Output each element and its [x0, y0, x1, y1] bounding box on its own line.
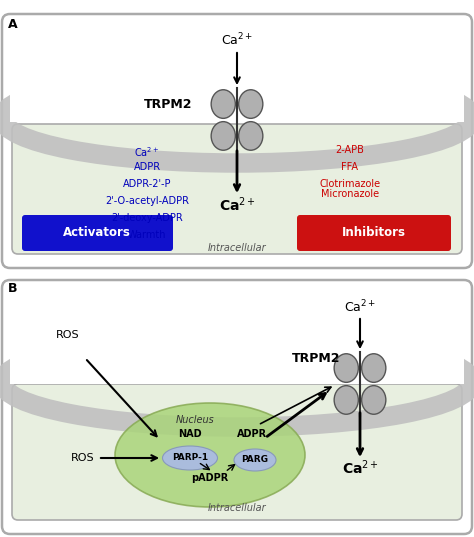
FancyBboxPatch shape [12, 384, 462, 520]
FancyBboxPatch shape [12, 124, 462, 254]
Ellipse shape [211, 90, 236, 118]
Text: ROS: ROS [72, 453, 95, 463]
Text: Ca$^{2+}$: Ca$^{2+}$ [221, 32, 253, 49]
Text: TRPM2: TRPM2 [292, 352, 340, 365]
Text: Activators: Activators [63, 227, 131, 240]
Ellipse shape [211, 122, 236, 150]
Text: Intracellular: Intracellular [208, 503, 266, 513]
Text: Ca$^{2+}$: Ca$^{2+}$ [342, 459, 378, 477]
FancyBboxPatch shape [10, 288, 464, 384]
Text: NAD: NAD [178, 429, 202, 439]
Ellipse shape [334, 354, 358, 382]
Text: ADPR-2'-P: ADPR-2'-P [123, 179, 171, 189]
Text: ADPR: ADPR [237, 429, 267, 439]
Ellipse shape [238, 90, 263, 118]
FancyBboxPatch shape [297, 215, 451, 251]
Text: Intracellular: Intracellular [208, 243, 266, 253]
Text: 2-APB: 2-APB [336, 145, 365, 155]
Text: Inhibitors: Inhibitors [342, 227, 406, 240]
FancyBboxPatch shape [2, 280, 472, 534]
Text: FFA: FFA [341, 162, 358, 172]
Ellipse shape [234, 449, 276, 471]
FancyBboxPatch shape [10, 22, 464, 122]
Text: Nucleus: Nucleus [176, 415, 214, 425]
FancyBboxPatch shape [22, 215, 173, 251]
Ellipse shape [238, 122, 263, 150]
Text: TRPM2: TRPM2 [144, 98, 192, 112]
Text: Clotrimazole: Clotrimazole [319, 179, 381, 189]
Text: ADPR: ADPR [134, 162, 161, 172]
Text: Warmth: Warmth [128, 230, 166, 240]
Text: Ca$^{2+}$: Ca$^{2+}$ [344, 299, 376, 316]
Text: PARP-1: PARP-1 [172, 454, 208, 462]
Ellipse shape [362, 354, 386, 382]
FancyBboxPatch shape [2, 14, 472, 268]
Ellipse shape [334, 386, 358, 414]
Text: PARG: PARG [241, 455, 268, 465]
Text: 2'-deoxy-ADPR: 2'-deoxy-ADPR [111, 213, 183, 223]
Text: Ca$^{2+}$: Ca$^{2+}$ [134, 145, 160, 159]
Text: ROS: ROS [56, 330, 80, 340]
Ellipse shape [163, 446, 218, 470]
Text: pADPR: pADPR [191, 473, 228, 483]
Text: Ca$^{2+}$: Ca$^{2+}$ [219, 195, 255, 214]
Ellipse shape [115, 403, 305, 507]
Text: Micronazole: Micronazole [321, 188, 379, 199]
Text: 2'-O-acetyl-ADPR: 2'-O-acetyl-ADPR [105, 196, 189, 206]
Text: B: B [8, 282, 18, 295]
Text: A: A [8, 18, 18, 31]
Ellipse shape [362, 386, 386, 414]
